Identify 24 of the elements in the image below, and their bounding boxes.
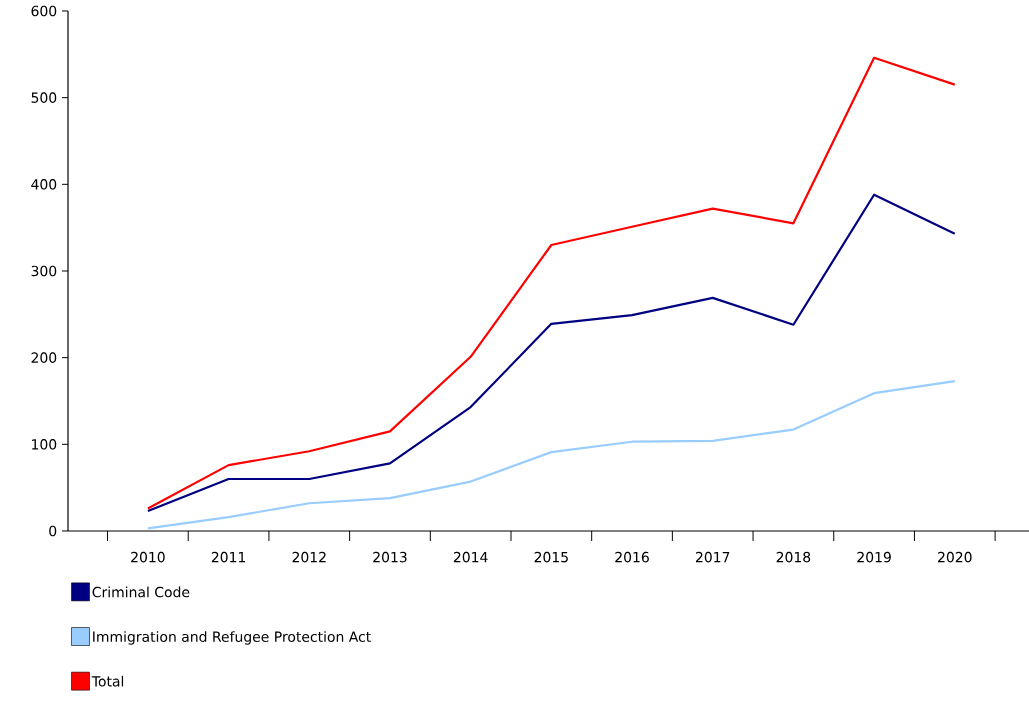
y-tick-label: 0 xyxy=(49,525,57,537)
y-tick-label: 100 xyxy=(32,439,57,450)
x-tick-label: 2012 xyxy=(292,551,326,563)
x-tick-label: 2011 xyxy=(211,551,246,563)
x-tick-label: 2016 xyxy=(615,551,649,563)
y-tick-label: 400 xyxy=(31,179,57,190)
y-tick-label: 600 xyxy=(31,5,57,17)
x-tick-label: 2014 xyxy=(453,551,488,563)
x-tick-label: 2020 xyxy=(938,551,972,563)
legend-label: Total xyxy=(91,675,124,687)
y-tick-label: 200 xyxy=(31,352,57,363)
y-tick-label: 300 xyxy=(31,265,57,277)
line-series xyxy=(146,379,956,530)
x-tick-label: 2018 xyxy=(776,551,811,563)
line-series xyxy=(146,56,956,510)
y-tick-label: 500 xyxy=(31,92,57,103)
legend-label: Criminal Code xyxy=(92,586,190,598)
x-tick-label: 2010 xyxy=(131,551,165,563)
line-series xyxy=(146,193,956,513)
x-tick-label: 2015 xyxy=(534,551,568,563)
legend-label: Immigration and Refugee Protection Act xyxy=(93,631,371,645)
x-tick-label: 2017 xyxy=(695,551,730,563)
x-tick-label: 2013 xyxy=(373,551,407,563)
x-tick-label: 2019 xyxy=(857,551,891,563)
